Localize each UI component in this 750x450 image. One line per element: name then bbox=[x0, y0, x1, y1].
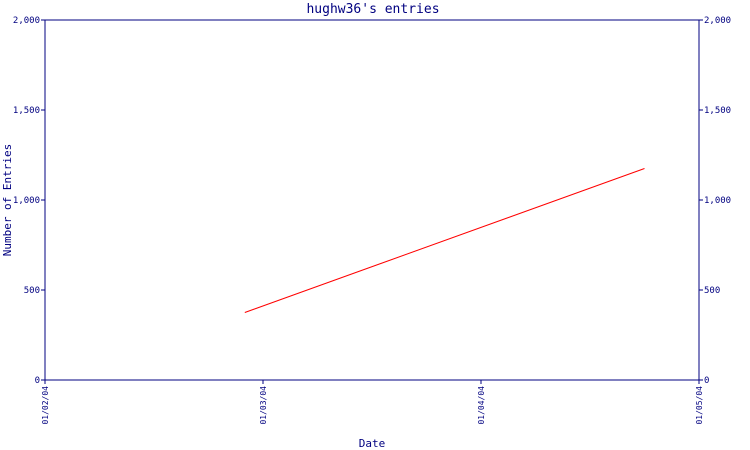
y-tick-label-left: 500 bbox=[24, 286, 40, 296]
x-tick-label: 01/02/04 bbox=[41, 386, 50, 425]
y-tick-label-right: 500 bbox=[704, 286, 720, 296]
y-tick-label-right: 0 bbox=[704, 376, 709, 386]
x-axis-label: Date bbox=[359, 437, 386, 450]
y-tick-label-left: 2,000 bbox=[13, 16, 40, 26]
chart-title: hughw36's entries bbox=[306, 2, 439, 17]
y-axis-label: Number of Entries bbox=[1, 144, 14, 257]
y-tick-label-right: 1,000 bbox=[704, 196, 731, 206]
y-tick-label-left: 1,000 bbox=[13, 196, 40, 206]
x-tick-label: 01/05/04 bbox=[695, 386, 704, 425]
y-tick-label-left: 0 bbox=[35, 376, 40, 386]
series-line bbox=[244, 168, 645, 313]
x-tick-label: 01/03/04 bbox=[259, 386, 268, 425]
plot-area-frame bbox=[44, 19, 700, 381]
y-tick-label-left: 1,500 bbox=[13, 106, 40, 116]
y-tick-label-right: 1,500 bbox=[704, 106, 731, 116]
y-tick-label-right: 2,000 bbox=[704, 16, 731, 26]
x-tick-label: 01/04/04 bbox=[477, 386, 486, 425]
